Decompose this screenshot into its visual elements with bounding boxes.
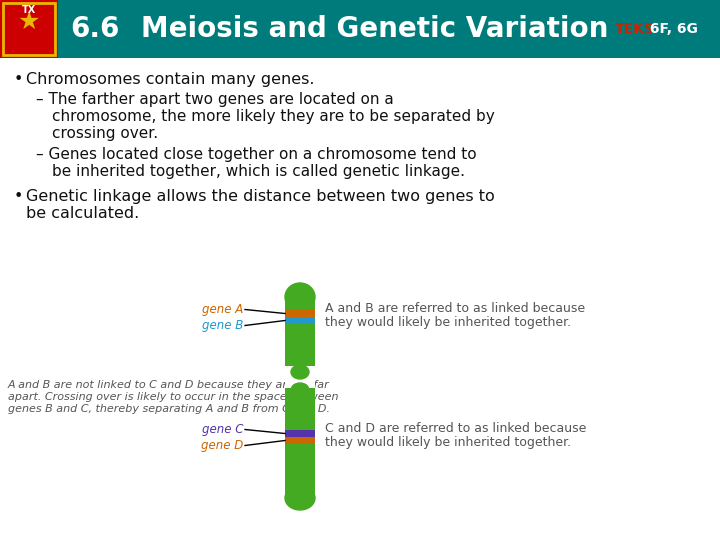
FancyBboxPatch shape [285, 437, 315, 444]
Text: chromosome, the more likely they are to be separated by: chromosome, the more likely they are to … [52, 109, 495, 124]
FancyBboxPatch shape [285, 317, 315, 324]
Text: A and B are referred to as linked because: A and B are referred to as linked becaus… [325, 302, 585, 315]
Ellipse shape [291, 365, 309, 379]
Text: TX: TX [22, 5, 36, 15]
Text: Meiosis and Genetic Variation: Meiosis and Genetic Variation [141, 15, 608, 43]
Text: – Genes located close together on a chromosome tend to: – Genes located close together on a chro… [36, 147, 477, 162]
Text: •: • [14, 72, 23, 87]
FancyBboxPatch shape [0, 58, 720, 540]
Text: gene A: gene A [202, 303, 243, 316]
Text: they would likely be inherited together.: they would likely be inherited together. [325, 316, 571, 329]
Text: they would likely be inherited together.: they would likely be inherited together. [325, 436, 571, 449]
Text: crossing over.: crossing over. [52, 126, 158, 141]
Text: 6.6: 6.6 [71, 15, 120, 43]
FancyBboxPatch shape [285, 430, 315, 437]
Text: be calculated.: be calculated. [26, 206, 139, 221]
Ellipse shape [291, 383, 309, 397]
Text: TEKS: TEKS [615, 22, 655, 36]
Text: Chromosomes contain many genes.: Chromosomes contain many genes. [26, 72, 315, 87]
Ellipse shape [285, 486, 315, 510]
FancyBboxPatch shape [0, 0, 720, 58]
FancyBboxPatch shape [285, 366, 315, 396]
Text: 6F, 6G: 6F, 6G [645, 22, 698, 36]
Ellipse shape [285, 283, 315, 311]
Text: genes B and C, thereby separating A and B from C and D.: genes B and C, thereby separating A and … [8, 404, 330, 414]
Text: gene C: gene C [202, 423, 243, 436]
Text: •: • [14, 189, 23, 204]
Text: gene D: gene D [201, 439, 243, 452]
Text: apart. Crossing over is likely to occur in the space between: apart. Crossing over is likely to occur … [8, 392, 338, 402]
FancyBboxPatch shape [285, 297, 315, 368]
FancyBboxPatch shape [0, 0, 58, 58]
FancyBboxPatch shape [285, 388, 315, 498]
Text: C and D are referred to as linked because: C and D are referred to as linked becaus… [325, 422, 586, 435]
Text: – The farther apart two genes are located on a: – The farther apart two genes are locate… [36, 92, 394, 107]
Text: be inherited together, which is called genetic linkage.: be inherited together, which is called g… [52, 164, 465, 179]
FancyBboxPatch shape [285, 310, 315, 317]
Text: A and B are not linked to C and D because they are so far: A and B are not linked to C and D becaus… [8, 380, 330, 390]
Text: ★: ★ [18, 10, 40, 34]
Text: gene B: gene B [202, 319, 243, 332]
Text: Genetic linkage allows the distance between two genes to: Genetic linkage allows the distance betw… [26, 189, 495, 204]
